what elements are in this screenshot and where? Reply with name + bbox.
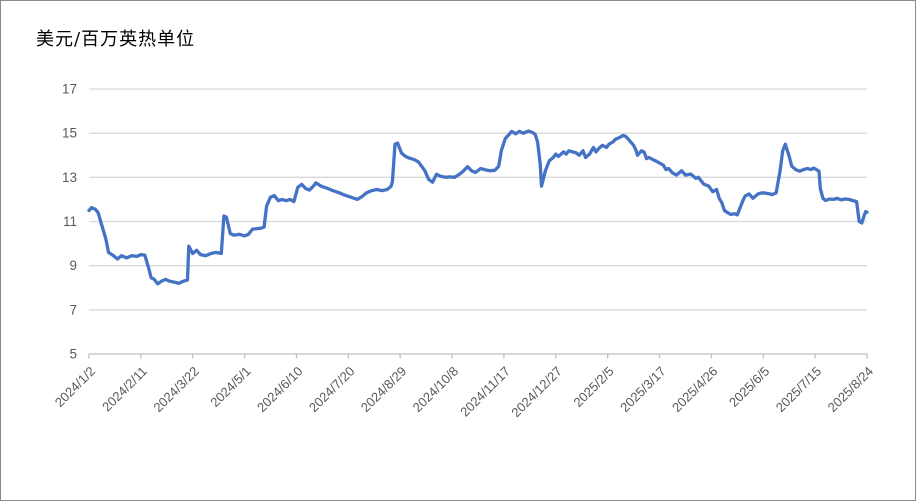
x-tick-label: 2024/1/2	[52, 364, 98, 410]
y-tick-label: 17	[62, 82, 77, 97]
x-tick-label: 2025/7/15	[773, 364, 825, 416]
x-tick-label: 2025/3/17	[617, 364, 669, 416]
x-tick-label: 2024/12/27	[508, 364, 565, 421]
y-tick-label: 5	[69, 347, 77, 362]
y-axis-labels: 5 7 9 11 13 15 17	[62, 82, 77, 362]
y-tick-label: 7	[69, 302, 77, 317]
y-tick-label: 9	[69, 258, 77, 273]
x-tick-label: 2025/6/5	[726, 364, 772, 410]
x-tick-label: 2024/10/8	[410, 364, 462, 416]
y-tick-label: 13	[62, 170, 77, 185]
x-tick-label: 2024/11/17	[457, 364, 513, 420]
price-line	[87, 129, 869, 286]
y-tick-label: 15	[62, 126, 77, 141]
x-tick-label: 2025/2/5	[570, 364, 616, 410]
x-axis-labels: 2024/1/2 2024/2/11 2024/3/22 2024/5/1 2024/6…	[52, 364, 876, 421]
gridlines	[89, 88, 867, 311]
x-tick-label: 2024/3/22	[150, 364, 202, 416]
x-tick-label: 2024/7/20	[306, 364, 358, 416]
x-tick-label: 2025/4/26	[669, 364, 721, 416]
chart-title: 美元/百万英热单位	[36, 29, 196, 50]
y-tick-label: 11	[63, 214, 77, 229]
x-tick-label: 2024/8/29	[358, 364, 410, 416]
x-tick-label: 2024/2/11	[99, 364, 150, 415]
x-tick-label: 2024/5/1	[207, 364, 253, 410]
x-axis-line	[88, 353, 868, 359]
x-tick-label: 2024/6/10	[254, 364, 306, 416]
price-series-line	[87, 129, 869, 286]
x-tick-label: 2025/8/24	[825, 364, 877, 416]
